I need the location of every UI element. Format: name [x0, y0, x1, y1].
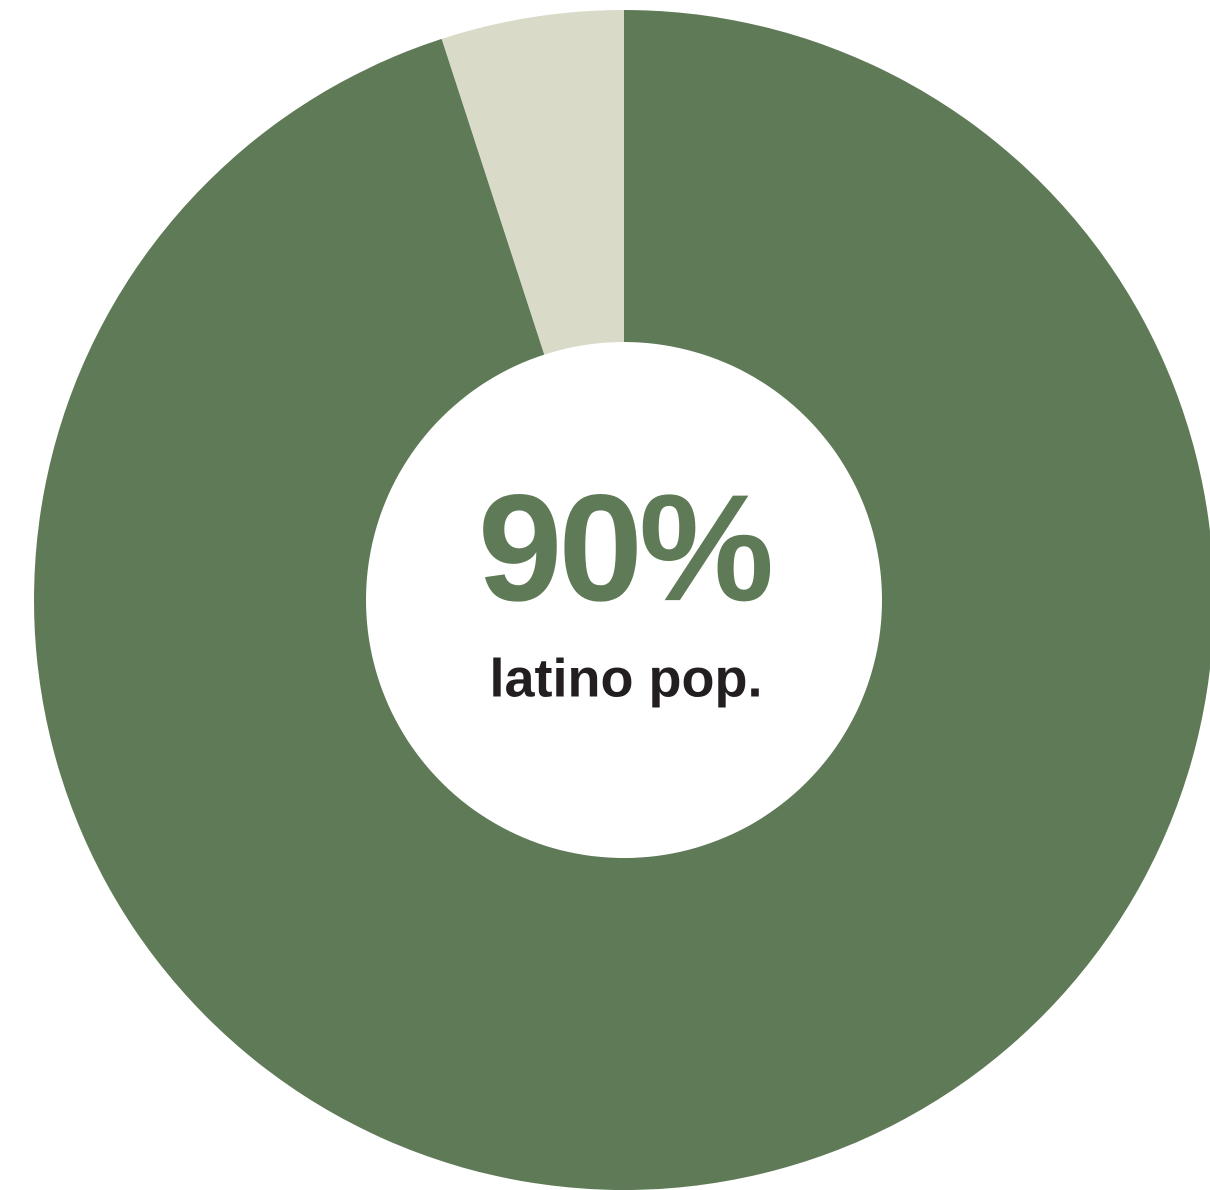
slice — [441, 10, 624, 355]
center-sublabel: latino pop. — [490, 648, 763, 708]
slices — [34, 10, 1210, 1190]
center-label: 90% — [478, 463, 771, 633]
slice — [34, 10, 1210, 1190]
